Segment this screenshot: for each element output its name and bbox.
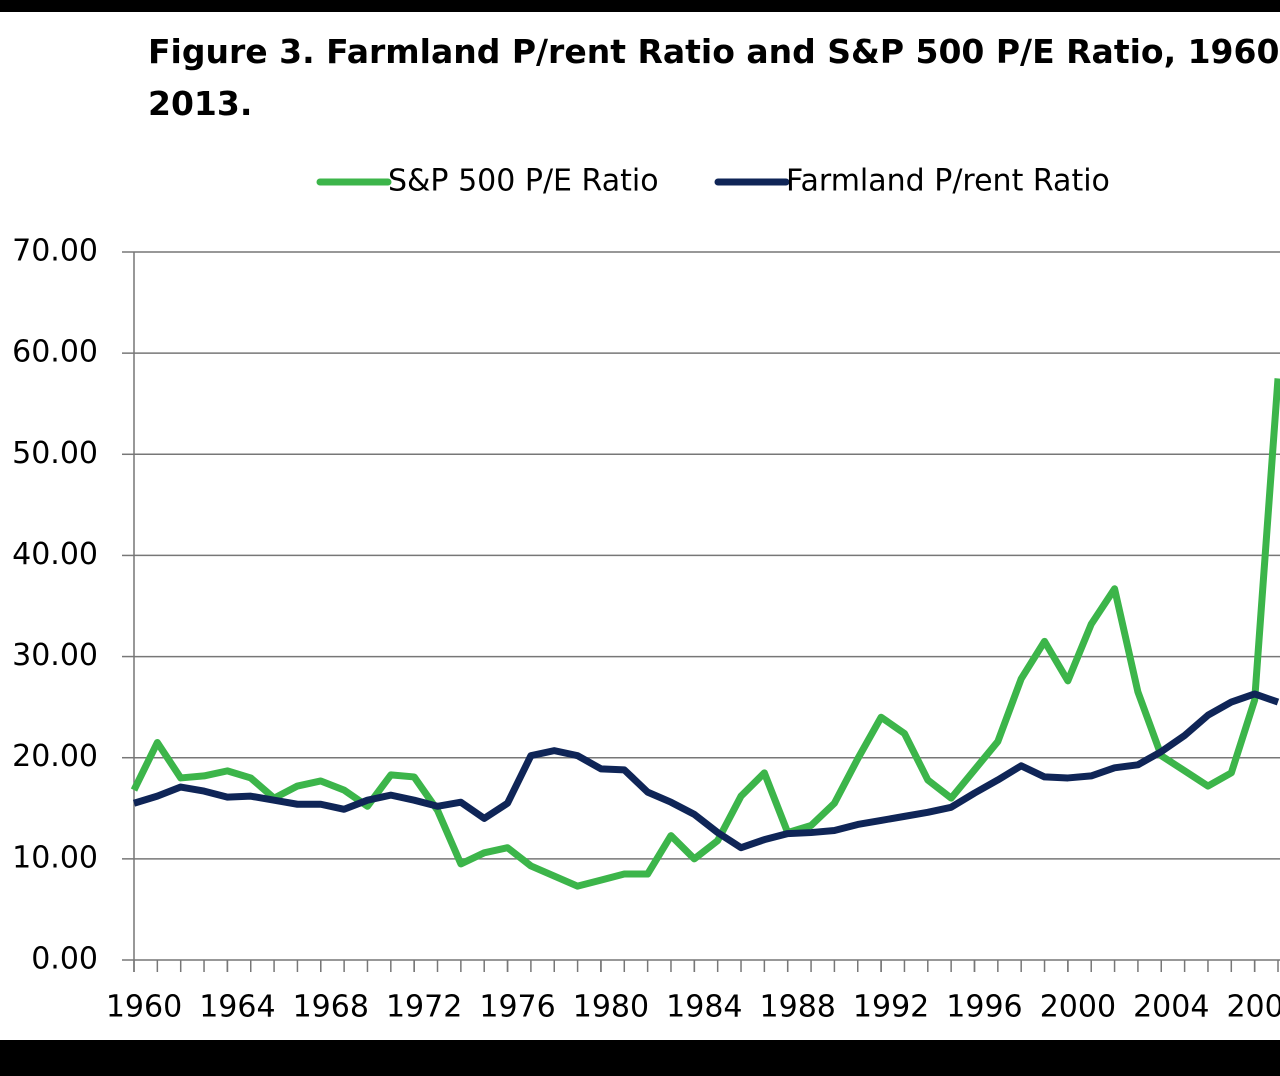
y-tick-label: 0.00 [31, 942, 98, 977]
x-tick-label: 2004 [1133, 990, 1209, 1025]
x-tick-label: 1976 [479, 990, 555, 1025]
line-series [132, 690, 1280, 852]
x-tick-label: 1972 [386, 990, 462, 1025]
bottom-bar [0, 1040, 1280, 1076]
x-tick-label: 2008 [1226, 990, 1280, 1025]
x-tick-label: 1964 [199, 990, 275, 1025]
x-tick-label: 2000 [1040, 990, 1116, 1025]
y-tick-label: 70.00 [12, 234, 98, 269]
chart-title: Figure 3. Farmland P/rent Ratio and S&P … [148, 32, 1280, 123]
y-tick-label: 20.00 [12, 739, 98, 774]
x-tick-label: 1980 [573, 990, 649, 1025]
x-tick-label: 1992 [853, 990, 929, 1025]
legend-label: S&P 500 P/E Ratio [388, 164, 659, 199]
x-tick-label: 1960 [106, 990, 182, 1025]
x-tick-label: 1984 [666, 990, 742, 1025]
x-tick-label: 1968 [293, 990, 369, 1025]
x-tick-label: 1988 [760, 990, 836, 1025]
y-tick-label: 30.00 [12, 638, 98, 673]
x-tick-label: 1996 [946, 990, 1022, 1025]
line-series [130, 378, 1280, 890]
y-tick-label: 60.00 [12, 335, 98, 370]
y-tick-label: 10.00 [12, 840, 98, 875]
y-tick-label: 50.00 [12, 436, 98, 471]
y-tick-label: 40.00 [12, 537, 98, 572]
top-bar [0, 0, 1280, 12]
legend-label: Farmland P/rent Ratio [786, 164, 1110, 199]
